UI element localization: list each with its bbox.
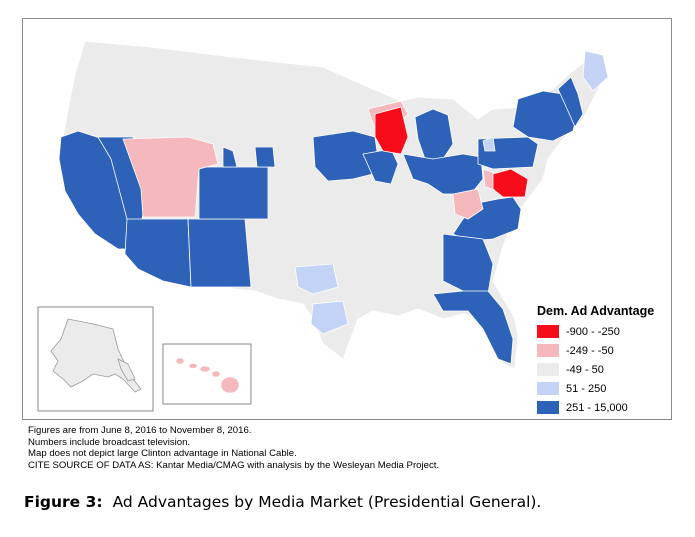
figure-frame: Dem. Ad Advantage -900 - -250 -249 - -50… — [22, 18, 672, 420]
legend-swatch — [537, 401, 559, 414]
market-co-north — [222, 146, 238, 168]
legend-title: Dem. Ad Advantage — [537, 304, 655, 318]
market-new-mexico — [187, 218, 252, 288]
legend-item: 251 - 15,000 — [537, 398, 667, 417]
legend-item: -900 - -250 — [537, 322, 667, 341]
hawaii-inset-frame — [162, 343, 252, 405]
market-ohio-indiana — [402, 153, 484, 195]
caption-label: Figure 3: — [24, 493, 103, 511]
legend-item: -249 - -50 — [537, 341, 667, 360]
note-line: Figures are from June 8, 2016 to Novembe… — [28, 425, 252, 436]
note-line: Numbers include broadcast television. — [28, 436, 191, 448]
market-florida — [432, 290, 514, 365]
alaska-panhandle — [117, 358, 136, 382]
hawaii-islands — [175, 357, 240, 394]
note-line: CITE SOURCE OF DATA AS: Kantar Media/CMA… — [28, 459, 440, 471]
market-dc-virginia — [492, 168, 529, 198]
market-nebraska-strip — [254, 146, 276, 168]
legend-item: -49 - 50 — [537, 360, 667, 379]
legend-label: 51 - 250 — [566, 382, 607, 395]
market-west-virginia — [452, 188, 484, 220]
us-media-market-map — [37, 40, 609, 412]
figure-notes: Figures are from June 8, 2016 to Novembe… — [28, 425, 668, 471]
alaska-shape — [50, 318, 142, 393]
market-maine — [582, 50, 609, 92]
legend-item: 51 - 250 — [537, 379, 667, 398]
legend-swatch — [537, 363, 559, 376]
lean-dem-markets — [294, 50, 609, 335]
legend-swatch — [537, 344, 559, 357]
market-northeast — [512, 90, 579, 142]
figure-caption: Figure 3: Ad Advantages by Media Market (… — [24, 493, 674, 511]
legend-label: -900 - -250 — [566, 325, 620, 338]
legend-swatch — [537, 382, 559, 395]
market-wisconsin — [374, 106, 409, 155]
legend-swatch — [537, 325, 559, 338]
market-new-england — [557, 76, 584, 128]
note-line: Map does not depict large Clinton advant… — [28, 448, 297, 460]
market-texas-north — [294, 263, 339, 295]
map-legend: Dem. Ad Advantage -900 - -250 -249 - -50… — [537, 304, 667, 417]
market-colorado — [198, 166, 269, 220]
legend-label: 251 - 15,000 — [566, 401, 628, 414]
market-texas-south — [310, 300, 349, 335]
caption-text: Ad Advantages by Media Market (President… — [112, 493, 542, 511]
market-idaho-utah — [122, 136, 219, 218]
market-michigan — [414, 108, 454, 160]
market-ny-east — [482, 136, 496, 152]
strong-rep-markets — [374, 106, 529, 198]
market-arizona — [124, 218, 192, 288]
legend-label: -249 - -50 — [566, 344, 614, 357]
legend-label: -49 - 50 — [566, 363, 604, 376]
